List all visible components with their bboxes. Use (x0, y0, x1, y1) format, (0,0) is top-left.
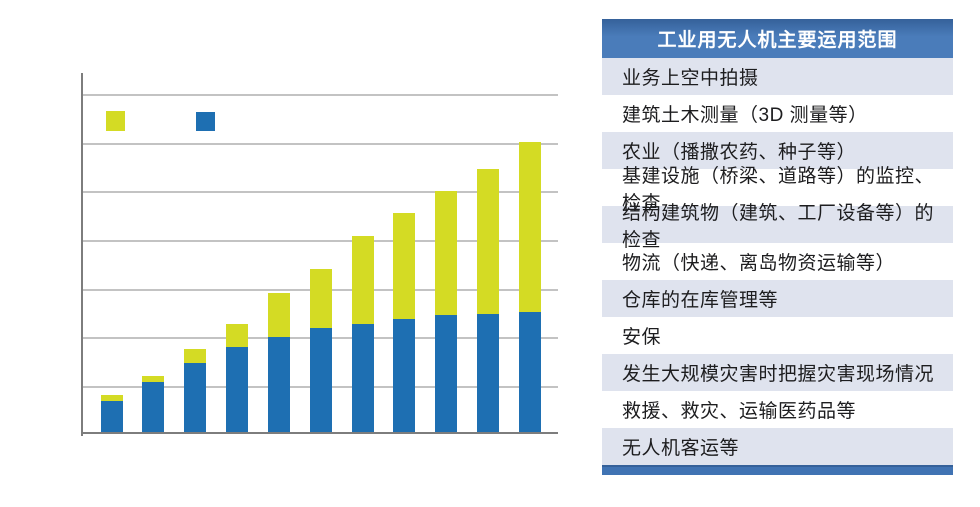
legend-swatch-yellow (106, 111, 125, 131)
bar (267, 293, 290, 432)
table-row-label: 救援、救灾、运输医药品等 (622, 401, 857, 422)
table-row-label: 物流（快递、离岛物资运输等） (622, 253, 896, 274)
gridline (83, 94, 558, 96)
chart-plot (81, 73, 558, 436)
bar-segment-blue (226, 347, 249, 432)
bar-segment-blue (477, 314, 500, 432)
bar-segment-yellow (435, 191, 458, 315)
bar-segment-yellow (477, 169, 500, 314)
gridline (83, 240, 558, 242)
bar-segment-yellow (226, 324, 249, 347)
table-row: 农业（播撒农药、种子等） (602, 132, 953, 169)
x-axis-line (81, 432, 558, 434)
panel-title: 工业用无人机主要运用范围 (602, 19, 953, 58)
bar-segment-blue (351, 324, 374, 432)
table-row: 无人机客运等 (602, 428, 953, 465)
bar-segment-blue (184, 363, 207, 432)
bar-segment-yellow (351, 236, 374, 324)
bar (351, 236, 374, 432)
applications-panel: 工业用无人机主要运用范围 业务上空中拍摄建筑土木测量（3D 测量等） 农业（播撒农… (602, 19, 953, 475)
gridline (83, 191, 558, 194)
table-row: 仓库的在库管理等 (602, 280, 953, 317)
bar (142, 376, 165, 432)
table-row: 结构建筑物（建筑、工厂设备等）的检查 (602, 203, 953, 251)
table-row: 发生大规模灾害时把握灾害现场情况 (602, 354, 953, 391)
table-row-label: 无人机客运等 (622, 438, 740, 459)
bar-segment-blue (142, 382, 165, 432)
bar-segment-yellow (393, 213, 416, 319)
bar (100, 395, 123, 432)
table-row-label: 安保 (622, 327, 662, 348)
bar-segment-yellow (142, 376, 165, 382)
table-row-label: 建筑土木测量（3D 测量等） (622, 105, 868, 126)
bar-segment-blue (435, 315, 458, 432)
panel-footer-bar (602, 465, 953, 475)
table-row-label: 业务上空中拍摄 (622, 68, 759, 89)
bar (435, 191, 458, 432)
table-row: 救援、救灾、运输医药品等 (602, 391, 953, 428)
applications-list: 业务上空中拍摄建筑土木测量（3D 测量等） 农业（播撒农药、种子等） 基建设施（桥梁… (602, 58, 953, 465)
table-row: 安保 (602, 317, 953, 354)
table-row-label: 仓库的在库管理等 (622, 290, 779, 311)
bar (477, 169, 500, 432)
bar-segment-yellow (519, 142, 541, 312)
bar-segment-blue (519, 312, 541, 432)
table-row-label: 结构建筑物（建筑、工厂设备等）的检查 (622, 202, 935, 251)
bar-segment-yellow (184, 349, 207, 363)
bar (393, 213, 416, 432)
bar-segment-blue (267, 337, 290, 432)
bar-segment-blue (100, 401, 123, 432)
table-row-label: 农业（播撒农药、种子等） (622, 142, 857, 163)
table-row-label: 发生大规模灾害时把握灾害现场情况 (622, 364, 935, 385)
bar-segment-blue (309, 328, 332, 432)
table-row: 基建设施（桥梁、道路等）的监控、检查 (602, 166, 953, 214)
legend-swatch-blue (196, 112, 215, 131)
bar-segment-yellow (100, 395, 123, 401)
table-row: 建筑土木测量（3D 测量等） (602, 95, 953, 132)
bar-segment-yellow (267, 293, 290, 337)
table-row: 业务上空中拍摄 (602, 58, 953, 95)
bar (226, 324, 249, 432)
gridline (83, 142, 558, 145)
bar (519, 142, 541, 432)
bar (184, 349, 207, 432)
chart-legend (106, 111, 215, 131)
bar-segment-blue (393, 319, 416, 432)
bar-segment-yellow (309, 269, 332, 328)
table-row: 物流（快递、离岛物资运输等） (602, 243, 953, 280)
bar (309, 269, 332, 432)
y-axis-line (81, 73, 83, 436)
table-row-label: 基建设施（桥梁、道路等）的监控、检查 (622, 165, 935, 214)
